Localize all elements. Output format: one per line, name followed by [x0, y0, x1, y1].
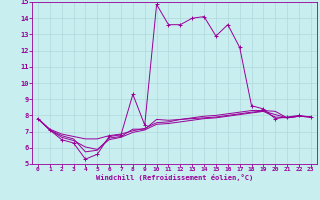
X-axis label: Windchill (Refroidissement éolien,°C): Windchill (Refroidissement éolien,°C) [96, 174, 253, 181]
